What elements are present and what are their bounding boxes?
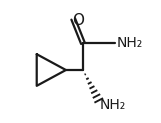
Text: NH₂: NH₂ [117, 36, 143, 50]
Text: O: O [72, 13, 84, 28]
Text: NH₂: NH₂ [100, 98, 126, 112]
